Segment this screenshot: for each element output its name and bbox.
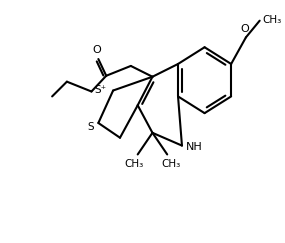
Text: S: S bbox=[87, 122, 94, 132]
Text: CH₃: CH₃ bbox=[162, 159, 181, 169]
Text: NH: NH bbox=[186, 142, 203, 152]
Text: O: O bbox=[241, 25, 249, 35]
Text: CH₃: CH₃ bbox=[262, 15, 282, 25]
Text: CH₃: CH₃ bbox=[124, 159, 143, 169]
Text: S⁺: S⁺ bbox=[94, 85, 106, 95]
Text: O: O bbox=[92, 45, 101, 55]
